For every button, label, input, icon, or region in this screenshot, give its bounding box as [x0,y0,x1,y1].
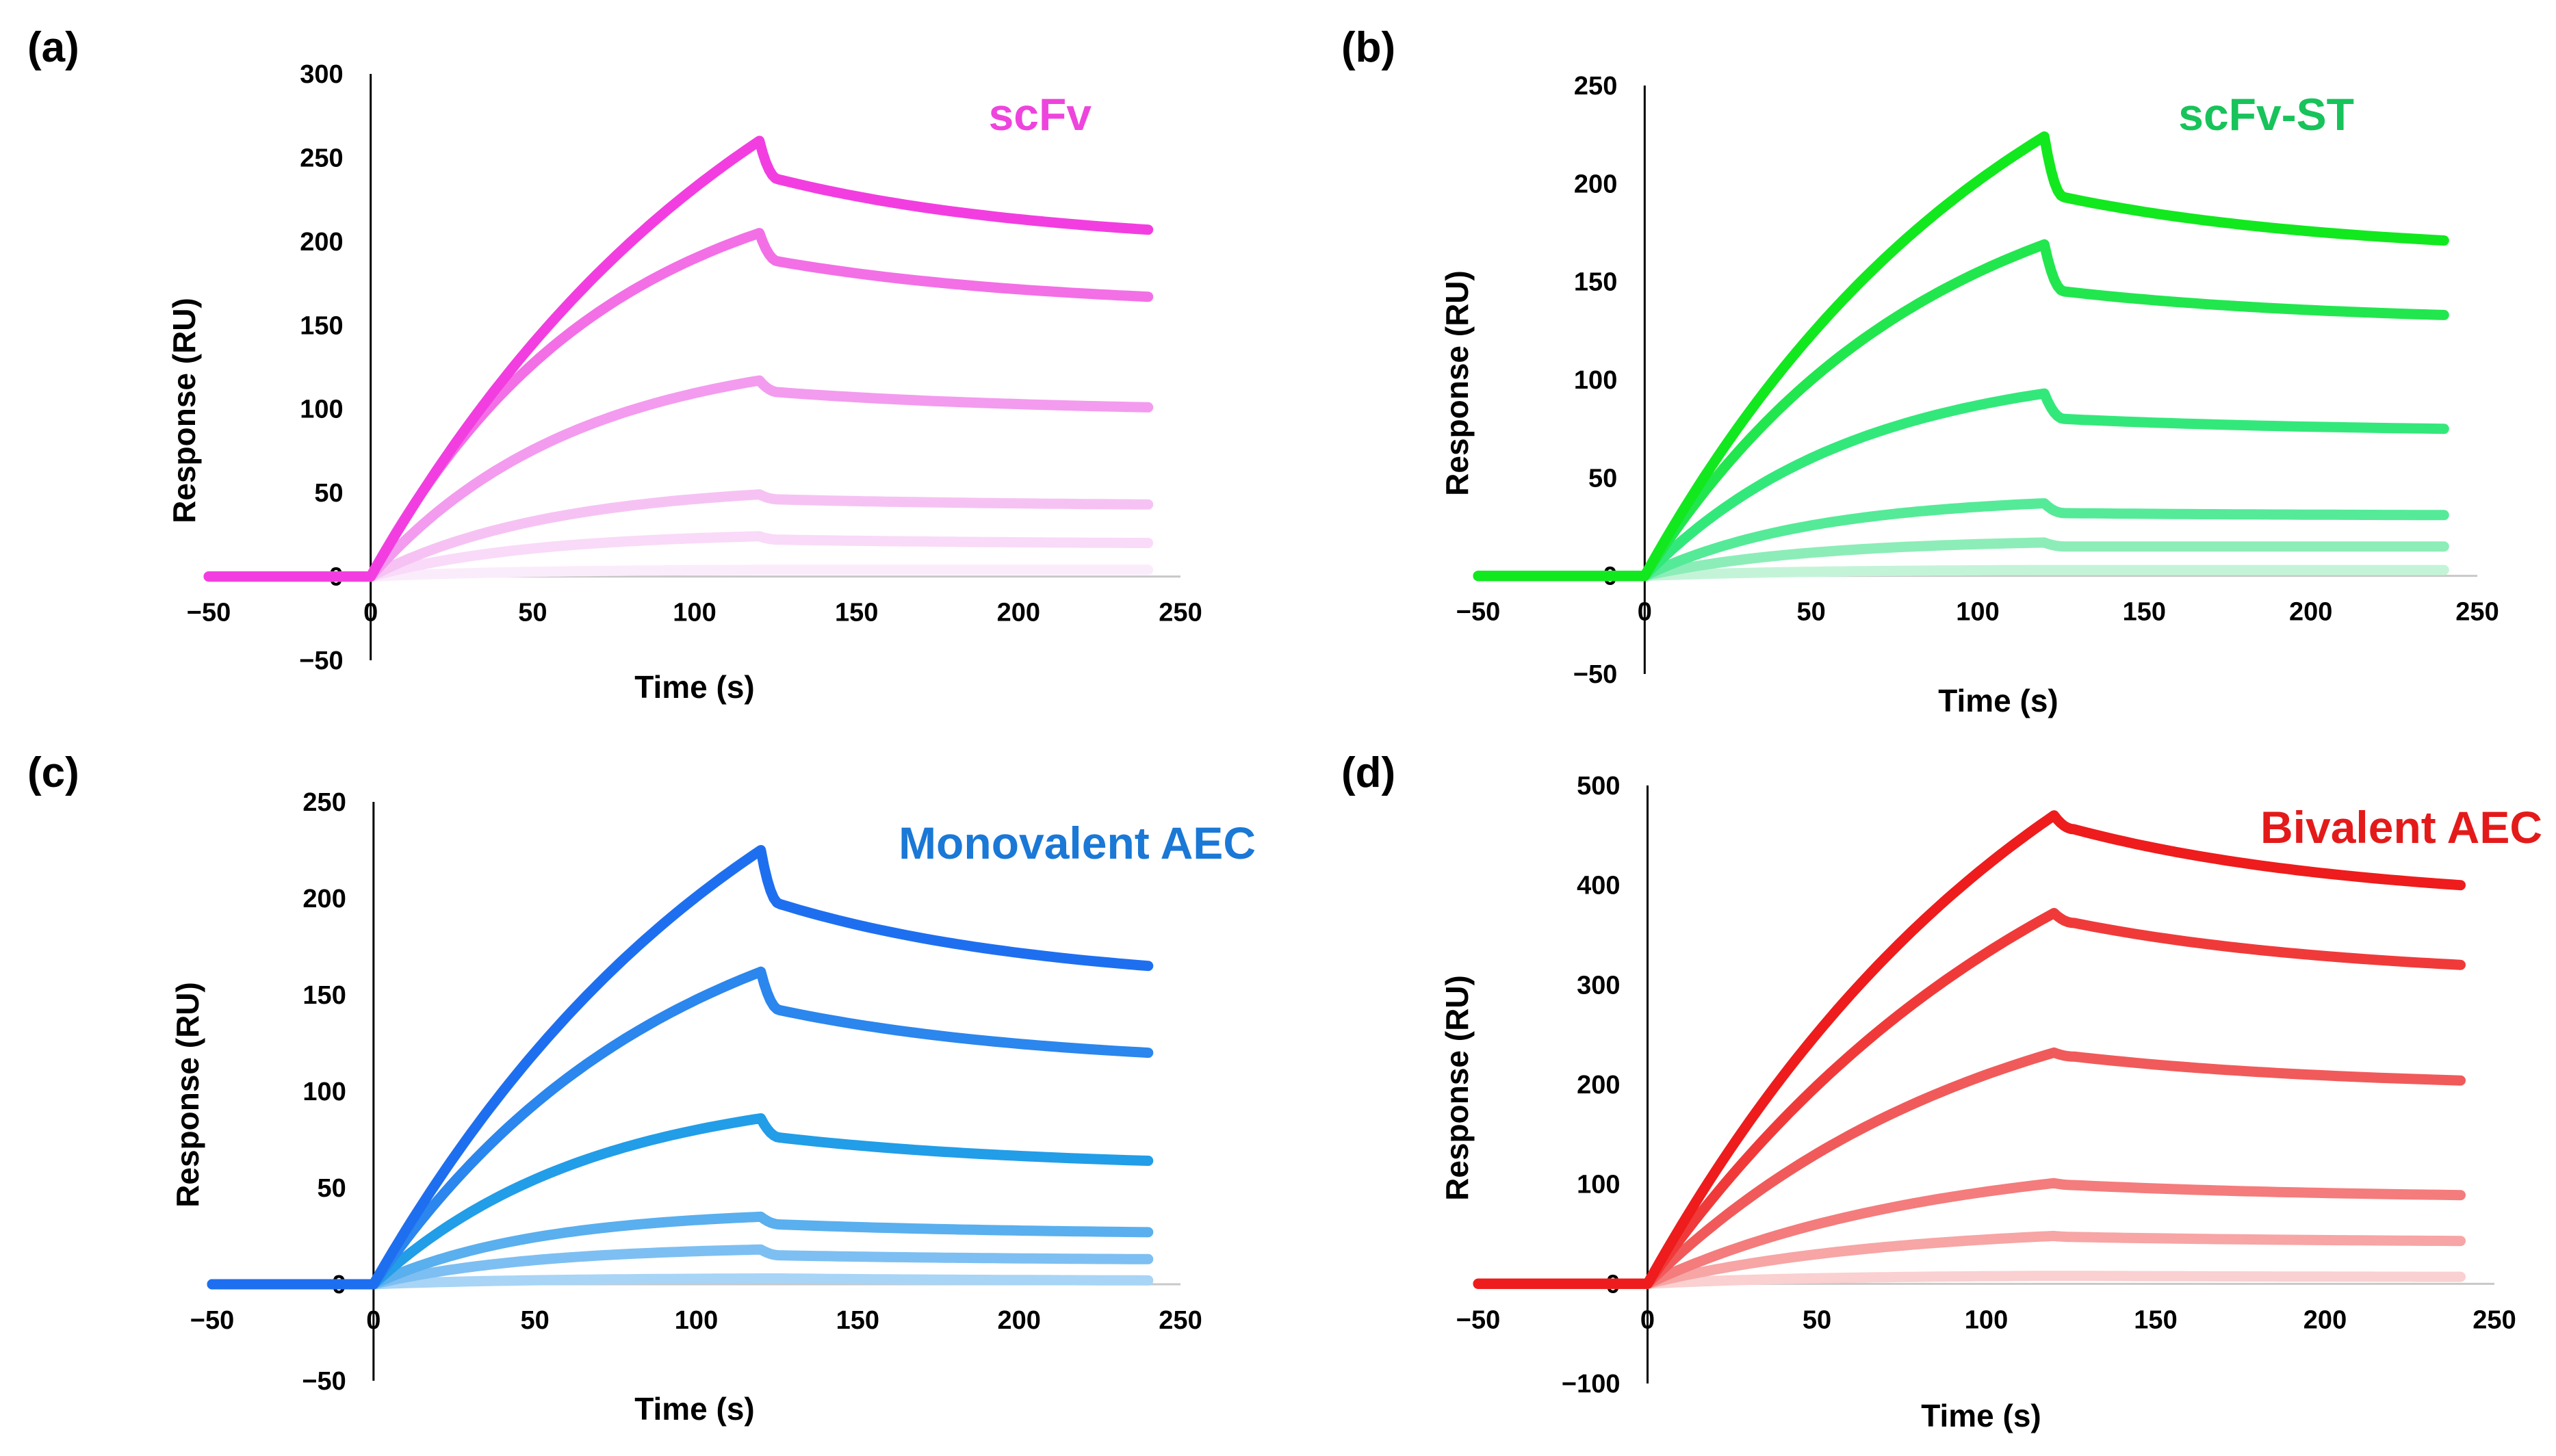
sensorgram-curve-conc-2 [207,966,1154,1290]
sensorgram-curve-conc-1 [207,845,1154,1290]
x-tick-label: 250 [2455,598,2499,627]
sensorgram-curve-conc-1 [1473,131,2449,582]
y-axis-title: Response (RU) [166,298,202,523]
y-tick-label: 300 [1577,971,1620,1000]
y-axis-title: Response (RU) [170,982,205,1208]
legend-title: scFv-ST [2178,89,2354,140]
y-tick-label: 50 [318,1174,346,1203]
y-tick-label: 200 [300,228,343,257]
x-tick-label: 100 [1956,598,1999,627]
x-tick-label: 200 [997,599,1040,627]
sensorgram-curve-conc-5 [1473,537,2449,582]
x-tick-label: −50 [190,1306,234,1335]
x-tick-label: 50 [521,1306,550,1335]
y-tick-label: −50 [299,647,343,675]
y-tick-label: 50 [314,479,343,508]
x-tick-label: 150 [835,599,878,627]
y-tick-label: 200 [302,885,346,913]
sensorgram-curve-conc-2 [1473,908,2466,1289]
y-axis-title: Response (RU) [1439,975,1475,1201]
y-tick-label: 500 [1577,772,1620,801]
x-tick-label: −50 [187,599,231,627]
y-tick-label: 200 [1577,1071,1620,1100]
sensorgram-curve-conc-3 [207,1113,1154,1290]
x-tick-label: 50 [1803,1305,1831,1334]
x-tick-label: 100 [673,599,716,627]
x-axis-title: Time (s) [634,669,755,705]
x-tick-label: 250 [2473,1305,2516,1334]
y-tick-label: 250 [300,144,343,172]
x-tick-label: 0 [1640,1305,1655,1334]
y-tick-label: 250 [302,788,346,817]
y-tick-label: 200 [1574,170,1617,198]
sensorgram-curve-conc-2 [1473,239,2449,582]
sensorgram-curve-conc-5 [207,1244,1154,1290]
y-tick-label: −50 [302,1367,346,1396]
y-tick-label: 150 [302,981,346,1010]
x-tick-label: 250 [1159,599,1202,627]
y-tick-label: 50 [1588,464,1617,493]
y-tick-label: −50 [1573,660,1617,689]
y-tick-label: 100 [1577,1171,1620,1199]
y-tick-label: 100 [302,1078,346,1106]
x-tick-label: 0 [366,1306,380,1335]
sensorgram-curve-conc-4 [207,1211,1154,1290]
sensorgram-curve-conc-4 [203,489,1154,582]
y-tick-label: 250 [1574,72,1617,101]
legend-title: scFv [989,89,1092,140]
legend-title: Monovalent AEC [899,818,1256,868]
x-tick-label: 200 [997,1306,1040,1335]
x-tick-label: 50 [1797,598,1826,627]
x-tick-label: 150 [2123,598,2166,627]
y-tick-label: 100 [1574,366,1617,395]
x-tick-label: 150 [836,1306,879,1335]
sensorgram-curve-conc-3 [1473,388,2449,582]
y-tick-label: 100 [300,395,343,424]
y-tick-label: −100 [1562,1370,1621,1399]
x-axis-title: Time (s) [634,1391,755,1427]
panel-label: (c) [27,749,79,796]
x-tick-label: 100 [675,1306,718,1335]
sensorgram-curve-conc-5 [203,531,1154,582]
x-tick-label: 250 [1159,1306,1202,1335]
panel-label: (d) [1341,749,1395,796]
y-tick-label: 150 [1574,268,1617,297]
x-tick-label: 200 [2303,1305,2347,1334]
x-tick-label: 200 [2289,598,2332,627]
sensorgram-curve-conc-4 [1473,498,2449,582]
panel-label: (b) [1341,24,1395,71]
legend-title: Bivalent AEC [2260,802,2542,853]
sensorgram-curve-conc-3 [203,375,1154,582]
y-tick-label: 400 [1577,872,1620,900]
x-tick-label: 0 [1638,598,1652,627]
sensorgram-curve-conc-6 [203,564,1154,582]
sensorgram-curve-conc-5 [1473,1230,2466,1289]
sensorgram-curve-conc-1 [1473,810,2466,1289]
x-tick-label: 100 [1965,1305,2008,1334]
sensorgram-curve-conc-1 [203,135,1154,582]
x-tick-label: 0 [363,599,378,627]
y-axis-title: Response (RU) [1439,270,1475,496]
sensorgram-curve-conc-6 [1473,1271,2466,1289]
sensorgram-curve-conc-4 [1473,1178,2466,1289]
y-tick-label: 150 [300,311,343,340]
x-tick-label: 50 [518,599,547,627]
x-tick-label: 150 [2134,1305,2177,1334]
x-tick-label: −50 [1456,1305,1500,1334]
panel-label: (a) [27,24,79,71]
y-tick-label: 300 [300,60,343,89]
x-axis-title: Time (s) [1921,1398,2041,1433]
x-axis-title: Time (s) [1938,683,2058,718]
x-tick-label: −50 [1456,598,1500,627]
sensorgram-curve-conc-3 [1473,1047,2466,1289]
sensorgram-curve-conc-6 [207,1273,1154,1290]
sensorgram-curve-conc-6 [1473,564,2449,582]
